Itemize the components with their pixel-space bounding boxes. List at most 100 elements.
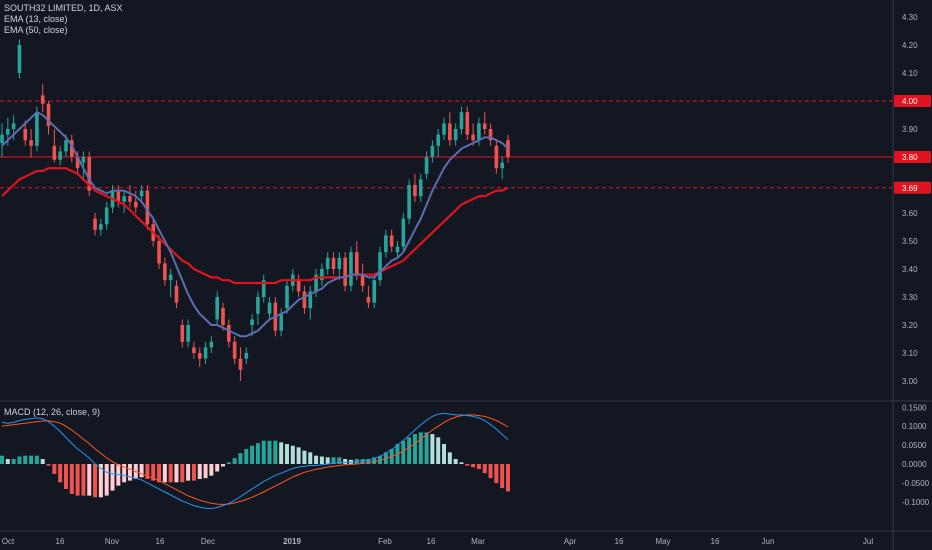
macd-histogram-bar xyxy=(63,464,68,489)
candle-body xyxy=(482,123,487,129)
candle-body xyxy=(337,257,342,269)
macd-tick-label: 0.0000 xyxy=(902,460,927,469)
candle-body xyxy=(104,207,109,225)
macd-histogram-bar xyxy=(325,457,330,464)
price-tick-label: 4.30 xyxy=(902,13,918,22)
candle-body xyxy=(424,157,429,174)
macd-histogram-bar xyxy=(331,457,336,464)
macd-histogram-bar xyxy=(139,464,144,478)
macd-histogram-bar xyxy=(157,464,162,483)
macd-histogram-bar xyxy=(127,464,132,481)
time-tick-label: 16 xyxy=(615,537,624,546)
macd-histogram-bar xyxy=(162,464,167,483)
macd-histogram-bar xyxy=(343,459,348,464)
macd-histogram-bar xyxy=(314,455,319,464)
time-tick-label: May xyxy=(655,537,670,546)
candle-body xyxy=(354,252,359,275)
candle-body xyxy=(378,252,382,281)
candle-body xyxy=(227,325,231,342)
macd-histogram-bar xyxy=(203,464,208,479)
candle-body xyxy=(17,45,22,73)
macd-histogram-bar xyxy=(215,464,220,472)
candle-body xyxy=(477,123,481,141)
candle-body xyxy=(256,297,260,314)
candle-body xyxy=(279,313,283,331)
macd-histogram-bar xyxy=(488,464,493,479)
candle-body xyxy=(64,140,68,152)
macd-histogram-bar xyxy=(174,464,179,483)
ema13-legend: EMA (13, close) xyxy=(4,14,68,24)
macd-histogram-bar xyxy=(465,464,470,466)
candle-body xyxy=(203,347,208,359)
macd-histogram-bar xyxy=(58,464,63,483)
time-tick-label: Oct xyxy=(2,537,15,546)
candle-body xyxy=(238,358,243,370)
candle-body xyxy=(366,297,371,303)
macd-histogram-bar xyxy=(494,464,499,484)
macd-histogram-bar xyxy=(436,437,441,464)
macd-histogram-bar xyxy=(471,464,476,468)
macd-histogram-bar xyxy=(244,449,249,464)
candle-body xyxy=(389,235,394,247)
candle-body xyxy=(320,269,324,281)
price-level-badge xyxy=(894,181,931,194)
macd-histogram-bar xyxy=(168,464,173,483)
macd-histogram-bar xyxy=(17,456,22,464)
macd-histogram-bar xyxy=(366,459,371,464)
macd-histogram-bar xyxy=(197,464,202,479)
macd-tick-label: -0.0500 xyxy=(902,479,930,488)
candle-body xyxy=(448,123,452,141)
ema50-line xyxy=(1,167,509,285)
macd-histogram-bar xyxy=(267,440,272,464)
macd-tick-label: 0.0500 xyxy=(902,441,927,450)
candle-body xyxy=(46,103,51,127)
macd-histogram-bar xyxy=(255,443,260,464)
time-tick-label: Jul xyxy=(863,537,873,546)
macd-histogram-bar xyxy=(430,434,435,464)
candle-body xyxy=(221,308,225,325)
time-tick-label: Mar xyxy=(471,537,485,546)
macd-histogram-bar xyxy=(81,464,86,496)
macd-histogram-bar xyxy=(447,452,452,464)
macd-histogram-bar xyxy=(290,445,295,464)
price-tick-label: 3.60 xyxy=(902,209,918,218)
macd-histogram-bar xyxy=(0,455,4,464)
price-tick-label: 3.10 xyxy=(902,349,918,358)
price-tick-label: 3.90 xyxy=(902,125,918,134)
candle-body xyxy=(209,341,214,348)
macd-histogram-bar xyxy=(5,459,10,464)
candle-body xyxy=(267,302,272,314)
price-level-badge xyxy=(894,95,931,107)
candle-body xyxy=(93,218,97,230)
macd-histogram-bar xyxy=(40,459,45,464)
candle-body xyxy=(52,145,57,160)
macd-histogram-bar xyxy=(279,442,284,464)
price-tick-label: 4.20 xyxy=(902,41,918,50)
candle-body xyxy=(192,347,196,353)
price-tick-label: 3.00 xyxy=(902,377,918,386)
candle-body xyxy=(250,319,254,325)
symbol-title: SOUTH32 LIMITED, 1D, ASX xyxy=(4,3,123,13)
candle-body xyxy=(58,151,62,160)
candle-body xyxy=(186,325,190,342)
macd-histogram-bar xyxy=(52,464,57,474)
candle-body xyxy=(360,274,365,286)
price-level-label: 3.80 xyxy=(902,153,918,162)
candle-body xyxy=(395,246,400,253)
candle-body xyxy=(23,129,28,141)
macd-histogram-bar xyxy=(186,464,191,481)
time-tick-label: Nov xyxy=(105,537,119,546)
candle-body xyxy=(459,112,464,129)
macd-histogram-bar xyxy=(209,464,214,476)
candle-body xyxy=(133,201,138,208)
candle-body xyxy=(331,257,336,269)
macd-histogram-bar xyxy=(180,464,185,483)
candle-body xyxy=(465,112,470,135)
macd-histogram-bar xyxy=(250,445,255,464)
macd-histogram-bar xyxy=(122,464,127,483)
macd-histogram-bar xyxy=(34,455,39,464)
macd-histogram-bar xyxy=(238,453,243,464)
macd-legend: MACD (12, 26, close, 9) xyxy=(4,407,101,417)
